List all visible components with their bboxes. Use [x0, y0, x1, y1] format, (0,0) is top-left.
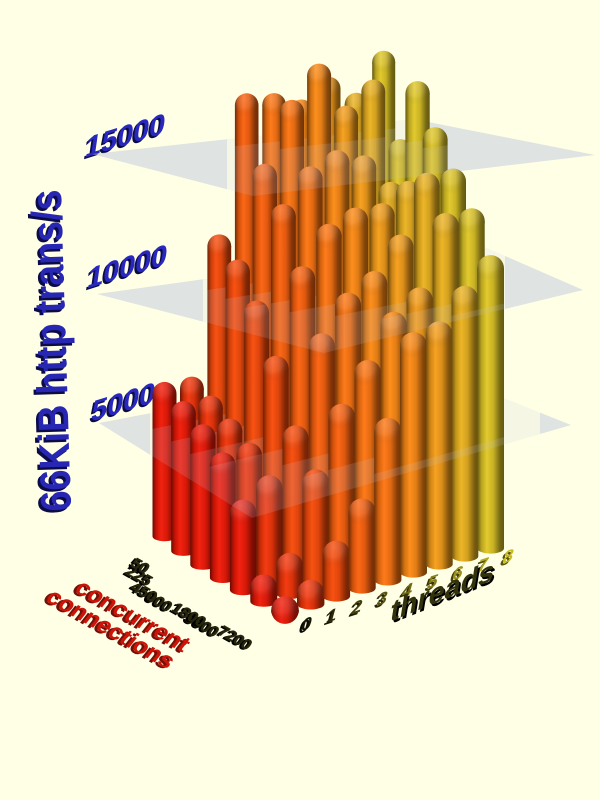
svg-text:66KiB http trans/s: 66KiB http trans/s — [20, 191, 78, 514]
svg-text:66KiB http trans/s: 66KiB http trans/s — [23, 189, 81, 512]
